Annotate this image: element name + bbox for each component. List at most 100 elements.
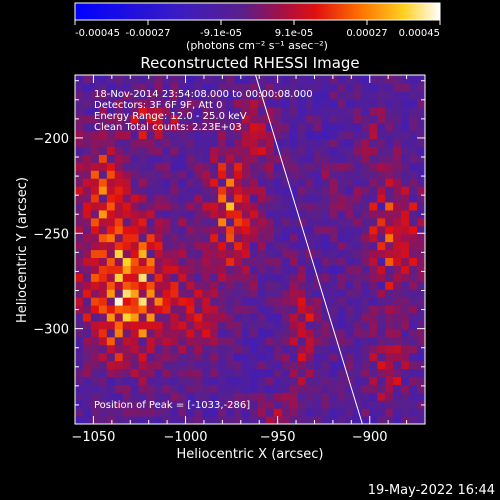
- heatmap-cell: [106, 138, 116, 147]
- heatmap-cell: [289, 170, 299, 179]
- heatmap-cell: [353, 106, 362, 116]
- heatmap-cell: [226, 193, 235, 203]
- heatmap-cell: [345, 265, 354, 274]
- heatmap-cell: [265, 416, 275, 424]
- heatmap-cell: [393, 130, 402, 140]
- heatmap-cell: [75, 106, 84, 116]
- heatmap-cell: [417, 225, 425, 235]
- heatmap-cell: [82, 225, 92, 235]
- heatmap-cell: [337, 98, 347, 108]
- heatmap-cell: [234, 186, 243, 195]
- heatmap-cell: [114, 82, 124, 92]
- heatmap-cell: [377, 368, 386, 378]
- heatmap-cell: [234, 233, 243, 243]
- heatmap-cell: [194, 122, 203, 132]
- heatmap-cell: [257, 336, 267, 346]
- heatmap-cell: [321, 217, 331, 227]
- heatmap-cell: [321, 241, 331, 251]
- heatmap-cell: [353, 225, 362, 235]
- heatmap-cell: [138, 162, 148, 171]
- heatmap-cell: [393, 233, 402, 243]
- heatmap-cell: [186, 193, 195, 203]
- heatmap-cell: [361, 162, 370, 171]
- heatmap-cell: [369, 265, 378, 274]
- heatmap-cell: [329, 320, 339, 330]
- heatmap-cell: [202, 352, 211, 362]
- heatmap-cell: [409, 138, 418, 147]
- heatmap-cell: [409, 114, 418, 124]
- heatmap-cell: [273, 138, 283, 147]
- heatmap-cell: [210, 392, 219, 401]
- heatmap-cell: [305, 289, 315, 298]
- heatmap-cell: [218, 225, 227, 235]
- heatmap-cell: [265, 400, 275, 409]
- heatmap-cell: [265, 209, 275, 219]
- heatmap-cell: [106, 400, 116, 409]
- heatmap-cell: [202, 114, 211, 124]
- heatmap-cell: [106, 170, 116, 179]
- heatmap-cell: [250, 344, 259, 354]
- heatmap-cell: [329, 209, 339, 219]
- heatmap-cell: [409, 305, 418, 314]
- heatmap-cell: [130, 90, 140, 100]
- heatmap-cell: [281, 416, 291, 424]
- heatmap-cell: [313, 82, 323, 92]
- heatmap-cell: [289, 400, 299, 409]
- heatmap-cell: [361, 154, 370, 163]
- heatmap-cell: [409, 233, 418, 243]
- heatmap-cell: [186, 146, 195, 155]
- heatmap-cell: [250, 106, 259, 116]
- heatmap-cell: [75, 130, 84, 140]
- heatmap-cell: [162, 162, 172, 171]
- heatmap-cell: [178, 130, 187, 140]
- footer-date: 19-May-2022 16:44: [368, 483, 495, 498]
- heatmap-cell: [297, 273, 307, 282]
- heatmap-cell: [194, 186, 203, 195]
- heatmap-cell: [417, 265, 425, 274]
- heatmap-cell: [321, 186, 331, 195]
- heatmap-cell: [393, 312, 402, 322]
- heatmap-cell: [170, 233, 179, 243]
- heatmap-cell: [82, 114, 92, 124]
- heatmap-cell: [369, 249, 378, 259]
- heatmap-cell: [202, 82, 211, 92]
- heatmap-cell: [250, 376, 259, 385]
- heatmap-cell: [98, 408, 108, 417]
- heatmap-cell: [186, 312, 195, 322]
- heatmap-cell: [329, 186, 339, 195]
- heatmap-cell: [194, 368, 203, 378]
- heatmap-cell: [353, 281, 362, 290]
- heatmap-cell: [82, 162, 92, 171]
- heatmap-cell: [114, 146, 124, 155]
- heatmap-cell: [210, 114, 219, 124]
- heatmap-cell: [75, 241, 84, 251]
- heatmap-cell: [75, 392, 84, 401]
- heatmap-cell: [114, 305, 124, 314]
- heatmap-cell: [313, 257, 323, 266]
- heatmap-cell: [297, 376, 307, 385]
- heatmap-cell: [186, 178, 195, 187]
- heatmap-cell: [75, 352, 84, 362]
- heatmap-cell: [297, 392, 307, 401]
- heatmap-cell: [226, 249, 235, 259]
- heatmap-cell: [226, 297, 235, 306]
- heatmap-cell: [130, 130, 140, 140]
- heatmap-cell: [242, 249, 251, 259]
- heatmap-cell: [369, 336, 378, 346]
- heatmap-cell: [98, 146, 108, 155]
- heatmap-cell: [361, 297, 370, 306]
- heatmap-cell: [257, 320, 267, 330]
- heatmap-cell: [305, 130, 315, 140]
- heatmap-cell: [289, 241, 299, 251]
- heatmap-cell: [202, 186, 211, 195]
- heatmap-cell: [250, 249, 259, 259]
- heatmap-cell: [130, 289, 140, 298]
- heatmap-cell: [202, 241, 211, 251]
- heatmap-cell: [226, 90, 235, 100]
- heatmap-cell: [210, 416, 219, 424]
- heatmap-cell: [194, 114, 203, 124]
- heatmap-cell: [138, 154, 148, 163]
- heatmap-cell: [138, 138, 148, 147]
- heatmap-cell: [194, 265, 203, 274]
- heatmap-cell: [250, 114, 259, 124]
